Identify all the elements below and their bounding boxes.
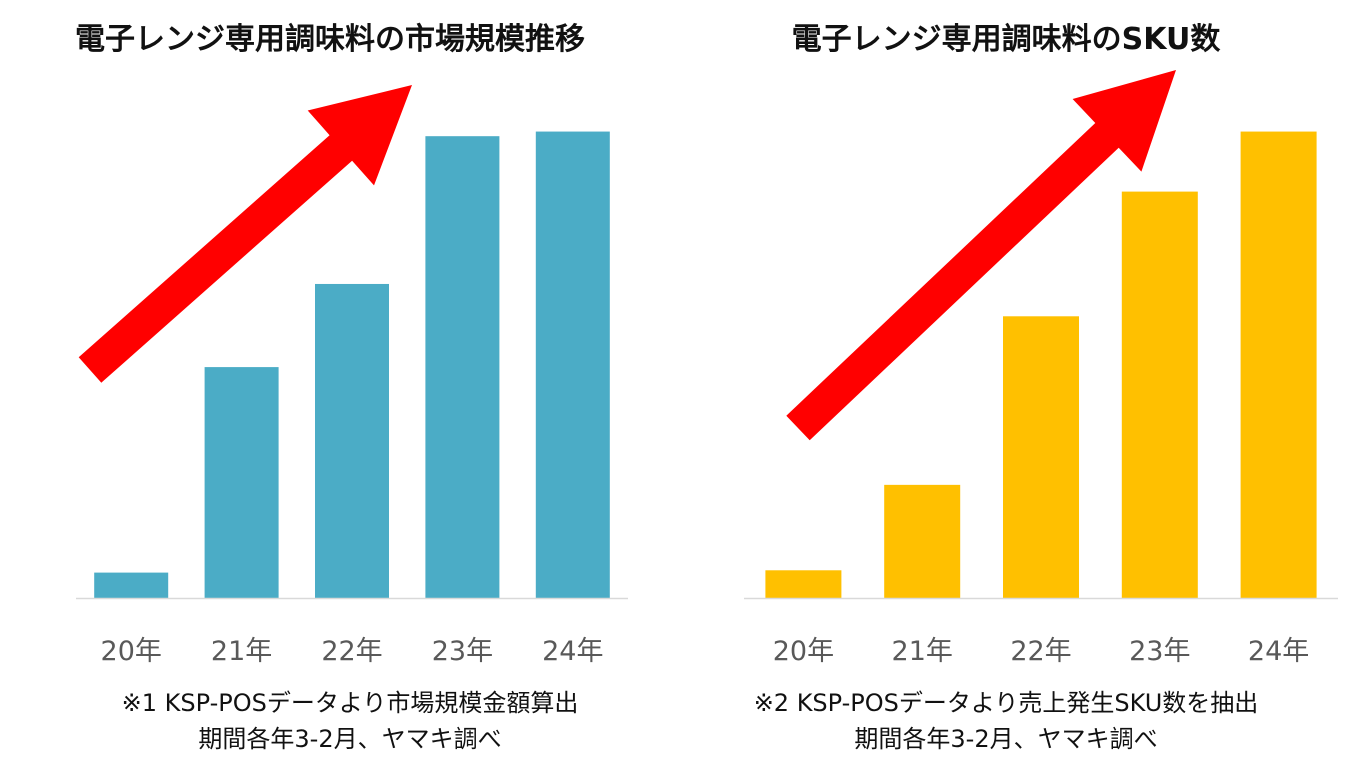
chart-title: 電子レンジ専用調味料のSKU数 xyxy=(791,22,1221,57)
note-line-2: 期間各年3-2月、ヤマキ調べ xyxy=(854,725,1158,753)
bar-22年 xyxy=(1003,316,1079,598)
bar-21年 xyxy=(884,484,961,598)
x-tick-label: 20年 xyxy=(773,636,834,667)
note-line-1: ※2 KSP-POSデータより売上発生SKU数を抽出 xyxy=(753,689,1259,717)
market-size-chart-panel: 電子レンジ専用調味料の市場規模推移 20年 21年 22年 23年 24年 ※1 KSP… xyxy=(75,22,628,753)
chart-note: ※2 KSP-POSデータより売上発生SKU数を抽出 期間各年3-2月、ヤマキ調… xyxy=(656,685,1356,757)
bar-23年 xyxy=(1121,191,1198,598)
note-line-2: 期間各年3-2月、ヤマキ調べ xyxy=(198,725,502,753)
bar-24年 xyxy=(1240,131,1317,598)
x-tick-label: 21年 xyxy=(211,636,272,667)
x-tick-label: 24年 xyxy=(542,636,603,667)
note-line-1: ※1 KSP-POSデータより市場規模金額算出 xyxy=(121,689,579,717)
x-tick-label: 21年 xyxy=(892,636,953,667)
x-tick-label: 22年 xyxy=(1010,636,1071,667)
x-tick-label: 20年 xyxy=(101,636,162,667)
x-tick-label: 22年 xyxy=(321,636,382,667)
trend-arrow xyxy=(78,85,412,383)
bar-23年 xyxy=(425,136,500,598)
sku-count-chart-panel: 電子レンジ専用調味料のSKU数 20年 21年 22年 23年 24年 ※2 KSP-P… xyxy=(678,0,1356,779)
trend-arrow xyxy=(786,70,1176,441)
market-size-chart: 20年 21年 22年 23年 24年 xyxy=(76,85,628,667)
bar-24年 xyxy=(535,131,610,598)
x-tick-label: 24年 xyxy=(1248,636,1309,667)
sku-count-chart: 20年 21年 22年 23年 24年 xyxy=(744,70,1338,667)
chart-title: 電子レンジ専用調味料の市場規模推移 xyxy=(75,22,585,57)
bar-20年 xyxy=(94,572,169,598)
x-tick-label: 23年 xyxy=(1129,636,1190,667)
bar-21年 xyxy=(204,367,279,598)
x-tick-label: 23年 xyxy=(432,636,493,667)
bar-20年 xyxy=(765,570,842,598)
bar-22年 xyxy=(315,283,389,598)
chart-note: ※1 KSP-POSデータより市場規模金額算出 期間各年3-2月、ヤマキ調べ xyxy=(0,685,700,757)
